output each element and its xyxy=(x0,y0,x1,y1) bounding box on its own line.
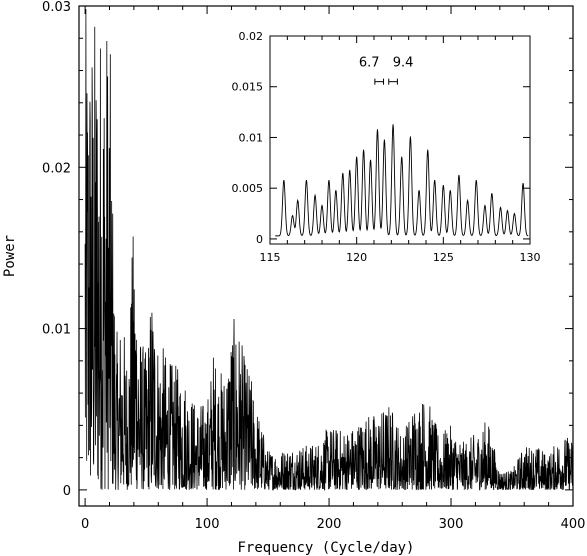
inset-y-tick-label: 0.02 xyxy=(239,30,264,43)
main-x-tick: 0 xyxy=(81,6,89,532)
inset-y-tick-label: 0 xyxy=(256,233,263,246)
main-x-tick: 400 xyxy=(561,6,586,532)
main-y-tick: 0.03 xyxy=(42,0,573,15)
inset-y-tick: 0.01 xyxy=(239,131,530,144)
main-x-tick-label: 0 xyxy=(81,517,89,532)
inset-x-tick: 115 xyxy=(260,36,281,264)
inset-y-tick-label: 0.01 xyxy=(239,131,264,144)
main-y-tick-label: 0 xyxy=(63,484,71,499)
main-plot-frame xyxy=(78,5,574,507)
inset-x-tick-label: 120 xyxy=(346,251,367,264)
inset-y-tick: 0.005 xyxy=(232,182,530,195)
inset-annotation: 9.4 xyxy=(388,56,414,85)
main-y-tick-label: 0.01 xyxy=(42,323,71,338)
main-series-line xyxy=(84,9,574,491)
inset-y-tick: 0.015 xyxy=(232,81,530,94)
main-y-tick-label: 0.02 xyxy=(42,161,71,176)
inset-y-tick: 0.02 xyxy=(239,30,530,43)
y-axis-title: Power xyxy=(2,235,18,277)
main-x-tick-label: 200 xyxy=(317,517,342,532)
inset-x-tick: 130 xyxy=(520,36,541,264)
inset-x-tick-label: 130 xyxy=(520,251,541,264)
main-y-tick-label: 0.03 xyxy=(42,0,71,15)
annotation-label: 9.4 xyxy=(393,56,414,71)
inset-annotations: 6.7 9.4 xyxy=(359,56,414,85)
inset-plot-frame xyxy=(269,35,531,245)
inset-x-tick-label: 125 xyxy=(433,251,454,264)
x-axis-title: Frequency (Cycle/day) xyxy=(237,540,414,556)
inset-series-line xyxy=(275,124,529,237)
inset-y-tick: 0 xyxy=(256,233,530,246)
main-x-ticks: 0 100 200 300 400 xyxy=(81,6,585,532)
inset-y-tick-label: 0.015 xyxy=(232,81,264,94)
inset-annotation: 6.7 xyxy=(359,56,385,85)
inset-x-tick: 125 xyxy=(433,36,454,264)
main-x-tick-label: 400 xyxy=(561,517,586,532)
main-x-tick: 300 xyxy=(439,6,464,532)
main-x-tick: 200 xyxy=(317,6,342,532)
inset-y-tick-label: 0.005 xyxy=(232,182,264,195)
inset-y-ticks: 0 0.005 0.01 0.015 0.02 xyxy=(232,30,530,246)
annotation-label: 6.7 xyxy=(359,56,380,71)
inset-x-tick: 120 xyxy=(346,36,367,264)
main-x-tick-label: 100 xyxy=(195,517,220,532)
main-y-tick: 0.01 xyxy=(42,323,573,338)
main-x-tick: 100 xyxy=(195,6,220,532)
main-y-tick: 0 xyxy=(63,484,573,499)
inset-x-tick-label: 115 xyxy=(260,251,281,264)
main-y-ticks: 0 0.01 0.02 0.03 xyxy=(42,0,573,499)
main-y-tick: 0.02 xyxy=(42,161,573,176)
inset-x-ticks: 115 120 125 130 xyxy=(260,36,541,264)
inset-panel: 115 120 125 130 0 0.005 0.01 0.015 0.02 6.7 9.4 xyxy=(232,30,541,264)
main-x-tick-label: 300 xyxy=(439,517,464,532)
